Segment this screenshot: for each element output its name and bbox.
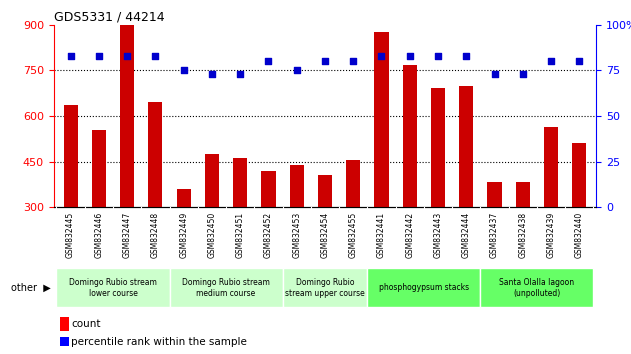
Text: GSM832447: GSM832447 bbox=[122, 212, 132, 258]
Bar bbox=[374, 32, 389, 298]
Bar bbox=[170, 268, 283, 307]
Text: GSM832444: GSM832444 bbox=[462, 212, 471, 258]
Point bbox=[404, 53, 415, 59]
Point bbox=[66, 53, 76, 59]
Text: GSM832440: GSM832440 bbox=[575, 212, 584, 258]
Bar bbox=[544, 127, 558, 298]
Text: GSM832454: GSM832454 bbox=[321, 212, 329, 258]
Text: GSM832445: GSM832445 bbox=[66, 212, 75, 258]
Bar bbox=[290, 165, 304, 298]
Text: percentile rank within the sample: percentile rank within the sample bbox=[71, 337, 247, 347]
Point bbox=[348, 58, 358, 64]
Bar bbox=[205, 154, 219, 298]
Text: count: count bbox=[71, 319, 101, 329]
Bar bbox=[431, 88, 445, 298]
Text: GSM832438: GSM832438 bbox=[518, 212, 528, 258]
Bar bbox=[177, 189, 191, 298]
Point bbox=[122, 53, 132, 59]
Bar bbox=[64, 105, 78, 298]
Text: Domingo Rubio stream
medium course: Domingo Rubio stream medium course bbox=[182, 278, 270, 298]
Point bbox=[433, 53, 443, 59]
Point bbox=[320, 58, 330, 64]
Bar bbox=[488, 182, 502, 298]
Point bbox=[263, 58, 273, 64]
Point bbox=[461, 53, 471, 59]
Bar bbox=[403, 65, 417, 298]
Text: GSM832453: GSM832453 bbox=[292, 212, 301, 258]
Text: GSM832448: GSM832448 bbox=[151, 212, 160, 258]
Text: GSM832441: GSM832441 bbox=[377, 212, 386, 258]
Bar bbox=[233, 158, 247, 298]
Bar bbox=[120, 25, 134, 298]
Point bbox=[235, 71, 245, 77]
Text: GSM832449: GSM832449 bbox=[179, 212, 188, 258]
Point bbox=[179, 68, 189, 73]
Bar bbox=[261, 171, 276, 298]
Text: GSM832455: GSM832455 bbox=[349, 212, 358, 258]
Point bbox=[490, 71, 500, 77]
Bar bbox=[56, 268, 170, 307]
Text: Domingo Rubio stream
lower course: Domingo Rubio stream lower course bbox=[69, 278, 157, 298]
Bar bbox=[516, 182, 530, 298]
Bar bbox=[459, 86, 473, 298]
Point bbox=[94, 53, 104, 59]
Point bbox=[574, 58, 584, 64]
Text: GSM832442: GSM832442 bbox=[405, 212, 415, 258]
Text: Domingo Rubio
stream upper course: Domingo Rubio stream upper course bbox=[285, 278, 365, 298]
Text: GSM832446: GSM832446 bbox=[95, 212, 103, 258]
Text: other  ▶: other ▶ bbox=[11, 282, 50, 293]
Text: GDS5331 / 44214: GDS5331 / 44214 bbox=[54, 11, 164, 24]
Point bbox=[207, 71, 217, 77]
Bar bbox=[480, 268, 594, 307]
Text: phosphogypsum stacks: phosphogypsum stacks bbox=[379, 283, 469, 292]
Bar bbox=[283, 268, 367, 307]
Text: GSM832451: GSM832451 bbox=[235, 212, 245, 258]
Point bbox=[546, 58, 556, 64]
Point bbox=[377, 53, 387, 59]
Point bbox=[292, 68, 302, 73]
Text: GSM832437: GSM832437 bbox=[490, 212, 499, 258]
Text: GSM832439: GSM832439 bbox=[546, 212, 555, 258]
Bar bbox=[148, 102, 162, 298]
Text: GSM832450: GSM832450 bbox=[208, 212, 216, 258]
Point bbox=[518, 71, 528, 77]
Bar bbox=[367, 268, 480, 307]
Bar bbox=[572, 143, 586, 298]
Point bbox=[150, 53, 160, 59]
Bar bbox=[91, 130, 106, 298]
Text: Santa Olalla lagoon
(unpolluted): Santa Olalla lagoon (unpolluted) bbox=[499, 278, 574, 298]
Text: GSM832452: GSM832452 bbox=[264, 212, 273, 258]
Text: GSM832443: GSM832443 bbox=[433, 212, 442, 258]
Bar bbox=[318, 175, 332, 298]
Bar bbox=[346, 160, 360, 298]
